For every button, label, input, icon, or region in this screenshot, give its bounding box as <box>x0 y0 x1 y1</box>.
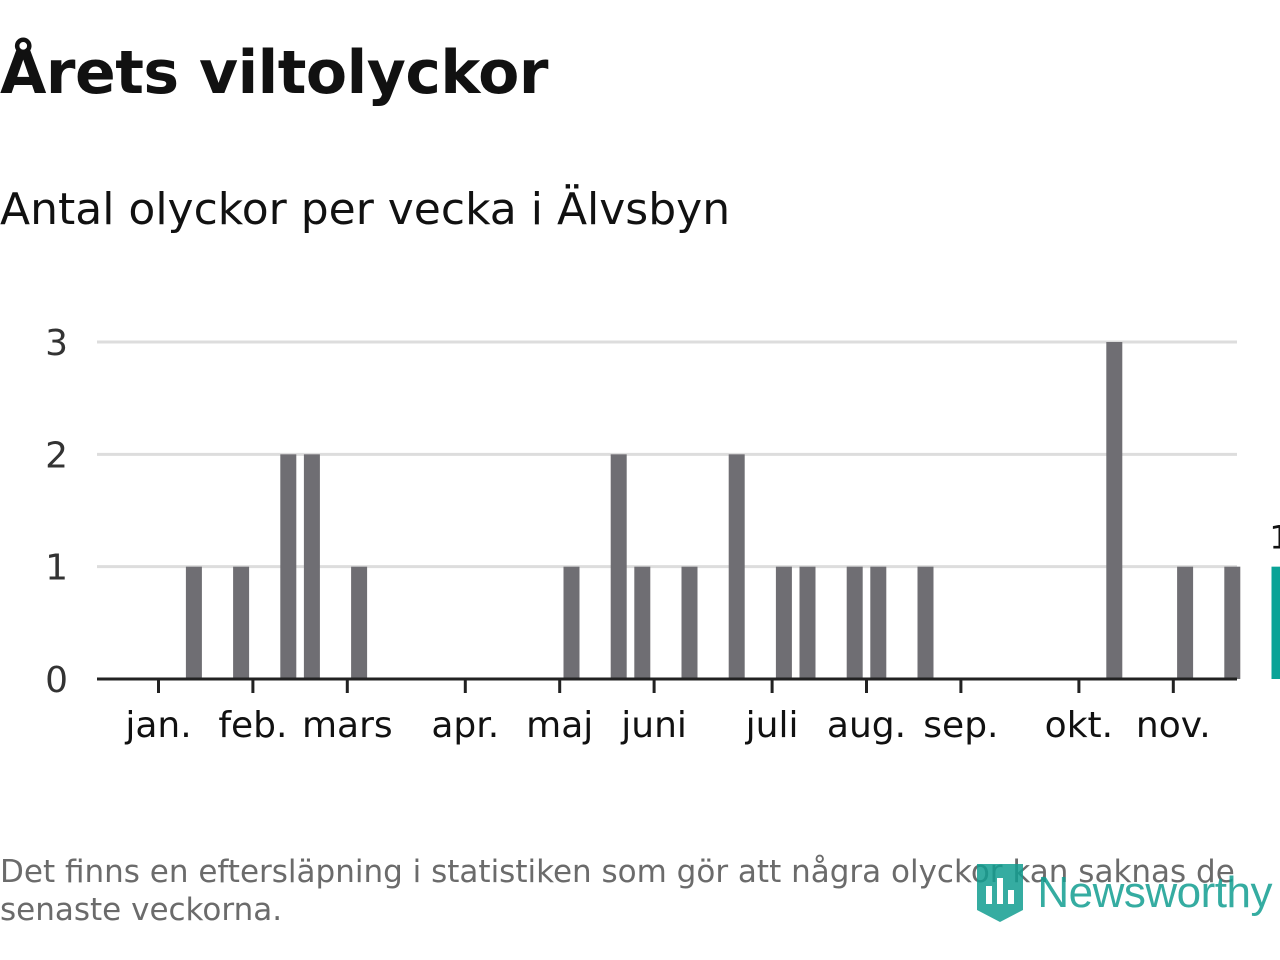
y-tick-label: 0 <box>45 660 68 701</box>
bar <box>351 566 368 679</box>
bar <box>870 566 887 679</box>
x-tick-label: jan. <box>124 705 191 746</box>
bar <box>1106 342 1123 679</box>
bar <box>280 454 297 679</box>
x-tick-label: okt. <box>1045 705 1113 746</box>
bars <box>185 342 1280 679</box>
x-tick-label: apr. <box>431 705 499 746</box>
bar <box>634 566 651 679</box>
newsworthy-logo-icon <box>977 864 1024 922</box>
bar <box>303 454 320 679</box>
highlight-value-label: 1 <box>1269 519 1280 557</box>
x-tick-label: juli <box>745 705 799 746</box>
bar <box>1177 566 1194 679</box>
y-tick-label: 2 <box>45 435 68 476</box>
y-tick-label: 3 <box>45 323 68 364</box>
x-tick-label: nov. <box>1136 705 1211 746</box>
bar <box>775 566 792 679</box>
annotations: 1 <box>1269 519 1280 557</box>
chart-title: Årets viltolyckor <box>0 38 549 108</box>
bar <box>563 566 580 679</box>
bar <box>233 566 250 679</box>
newsworthy-logo-text: Newsworthy <box>1037 868 1272 917</box>
bar <box>185 566 202 679</box>
bar <box>846 566 863 679</box>
x-tick-label: mars <box>302 705 393 746</box>
grid-lines <box>97 340 1237 569</box>
bar <box>1224 566 1241 679</box>
y-tick-label: 1 <box>45 548 68 589</box>
newsworthy-logo: Newsworthy <box>973 860 1272 926</box>
x-tick-label: feb. <box>218 705 287 746</box>
bar <box>681 566 698 679</box>
weekly-accidents-bar-chart: 0 1 2 3 jan. feb. mars apr. maj juni juli aug. sep.… <box>45 323 1280 746</box>
bar <box>728 454 745 679</box>
chart-subtitle: Antal olyckor per vecka i Älvsbyn <box>0 184 731 235</box>
x-axis <box>97 677 1237 693</box>
x-tick-label: aug. <box>827 705 906 746</box>
bar <box>917 566 934 679</box>
y-tick-labels: 0 1 2 3 <box>45 323 68 701</box>
x-tick-label: sep. <box>923 705 998 746</box>
footnote: Det finns en eftersläpning i statistiken… <box>0 854 1235 928</box>
x-tick-label: maj <box>526 705 593 746</box>
bar-highlight <box>1271 566 1280 679</box>
x-tick-labels: jan. feb. mars apr. maj juni juli aug. sep. okt. n… <box>124 705 1210 746</box>
x-tick-label: juni <box>620 705 687 746</box>
bar <box>799 566 816 679</box>
bar <box>610 454 627 679</box>
